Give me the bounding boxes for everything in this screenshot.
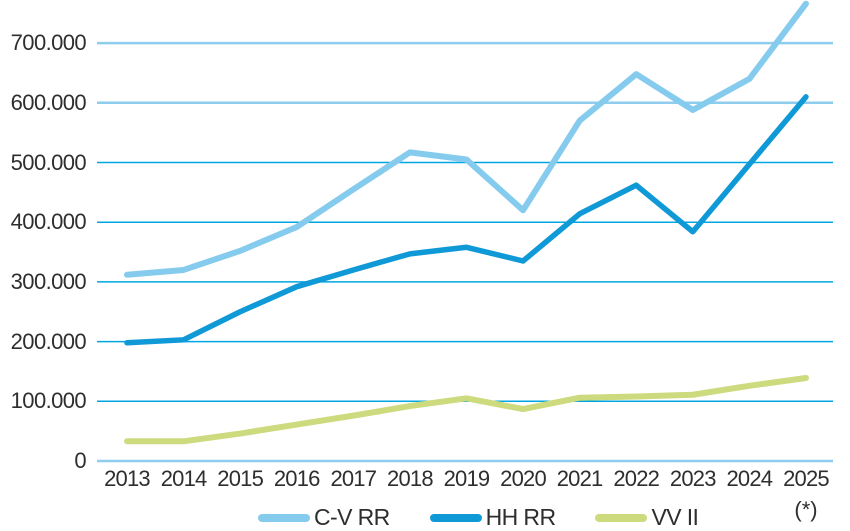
legend-item-vv-ii: VV II xyxy=(595,504,699,531)
legend-item-c-v-rr: C-V RR xyxy=(258,504,390,531)
x-axis-tick-label: 2017 xyxy=(330,466,377,491)
x-axis-tick-label: 2014 xyxy=(160,466,208,491)
y-axis-tick-label: 400.000 xyxy=(10,209,87,235)
y-axis-tick-label: 300.000 xyxy=(10,268,87,294)
legend-item-hh-rr: HH RR xyxy=(429,504,556,531)
y-axis-tick-label: 200.000 xyxy=(10,328,87,354)
y-axis-tick-label: 700.000 xyxy=(10,30,87,56)
legend-swatch-icon xyxy=(258,513,310,522)
x-axis-tick-label: 2020 xyxy=(500,466,547,491)
x-axis-tick-label: 2013 xyxy=(104,466,151,491)
y-axis-tick-label: 0 xyxy=(74,448,86,473)
x-axis-tick-label: 2019 xyxy=(443,466,491,491)
y-axis-tick-label: 600.000 xyxy=(10,89,87,115)
x-axis-tick-label: 2023 xyxy=(669,466,717,491)
x-axis-tick-label: 2025 xyxy=(783,466,830,491)
x-axis-tick-label: 2021 xyxy=(556,466,604,491)
x-axis-tick-label: 2015 xyxy=(217,466,264,491)
series-line-c-v-rr xyxy=(124,0,809,278)
x-axis-tick-label: 2018 xyxy=(387,466,434,491)
legend-swatch-icon xyxy=(595,513,648,522)
legend-swatch-icon xyxy=(429,513,482,522)
x-axis-tick-label: 2024 xyxy=(726,466,774,491)
chart-legend: C-V RR HH RR VV II xyxy=(258,504,699,531)
footnote-asterisk: (*) xyxy=(794,497,818,522)
y-axis-tick-label: 500.000 xyxy=(10,149,87,175)
x-axis-tick-label: 2022 xyxy=(613,466,660,491)
y-axis-tick-label: 100.000 xyxy=(10,388,87,414)
series-line-hh-rr xyxy=(124,94,809,346)
legend-label: VV II xyxy=(651,504,699,530)
legend-label: C-V RR xyxy=(314,504,390,530)
x-axis-tick-label: 2016 xyxy=(273,466,321,491)
series-line-vv-ii xyxy=(124,375,809,445)
legend-label: HH RR xyxy=(485,504,556,530)
